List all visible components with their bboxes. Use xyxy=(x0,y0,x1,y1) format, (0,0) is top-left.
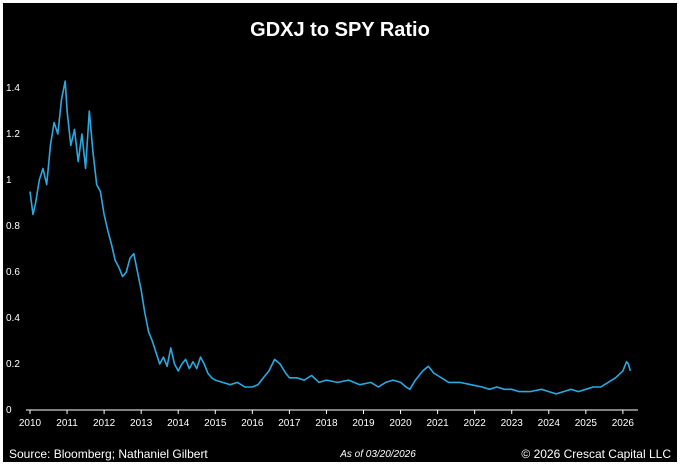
x-ticks xyxy=(29,410,624,414)
y-axis-labels: 0 0.2 0.4 0.6 0.8 1 1.2 1.4 xyxy=(6,83,20,416)
y-tick-label: 1.2 xyxy=(6,129,20,140)
x-tick-label: 2012 xyxy=(93,418,116,429)
footer-copyright: © 2026 Crescat Capital LLC xyxy=(521,447,671,461)
x-tick-label: 2024 xyxy=(538,418,561,429)
x-tick-label: 2011 xyxy=(56,418,78,429)
y-tick-label: 0.2 xyxy=(6,359,20,370)
footer-source: Source: Bloomberg; Nathaniel Gilbert xyxy=(9,447,208,461)
y-tick-label: 1 xyxy=(6,175,12,186)
x-tick-label: 2016 xyxy=(241,418,264,429)
y-tick-label: 0.6 xyxy=(6,267,20,278)
x-tick-labels: 2010 2011 2012 2013 2014 2015 2016 2017 2018 2019… xyxy=(19,418,635,429)
x-tick-label: 2010 xyxy=(19,418,42,429)
chart-title: GDXJ to SPY Ratio xyxy=(250,19,430,41)
x-tick-label: 2013 xyxy=(130,418,153,429)
x-tick-label: 2026 xyxy=(612,418,635,429)
x-tick-label: 2022 xyxy=(464,418,487,429)
y-tick-label: 0.4 xyxy=(6,313,20,324)
x-tick-label: 2021 xyxy=(426,418,449,429)
x-tick-label: 2014 xyxy=(167,418,190,429)
y-tick-label: 0 xyxy=(6,405,12,416)
x-tick-label: 2020 xyxy=(389,418,412,429)
x-tick-label: 2015 xyxy=(204,418,227,429)
x-tick-label: 2023 xyxy=(501,418,524,429)
x-tick-label: 2019 xyxy=(352,418,375,429)
series-line xyxy=(29,80,632,395)
chart-frame: GDXJ to SPY Ratio 0 0.2 0.4 0.6 0.8 1 1.2 1.4 2… xyxy=(3,3,677,462)
x-tick-label: 2018 xyxy=(315,418,338,429)
x-axis: 2010 2011 2012 2013 2014 2015 2016 2017 2018 2019… xyxy=(19,409,638,429)
footer-as-of: As of 03/20/2026 xyxy=(339,449,416,460)
chart-svg: GDXJ to SPY Ratio 0 0.2 0.4 0.6 0.8 1 1.2 1.4 2… xyxy=(6,19,671,461)
y-tick-label: 1.4 xyxy=(6,83,20,94)
x-tick-label: 2025 xyxy=(575,418,598,429)
x-tick-label: 2017 xyxy=(278,418,301,429)
y-tick-label: 0.8 xyxy=(6,221,20,232)
